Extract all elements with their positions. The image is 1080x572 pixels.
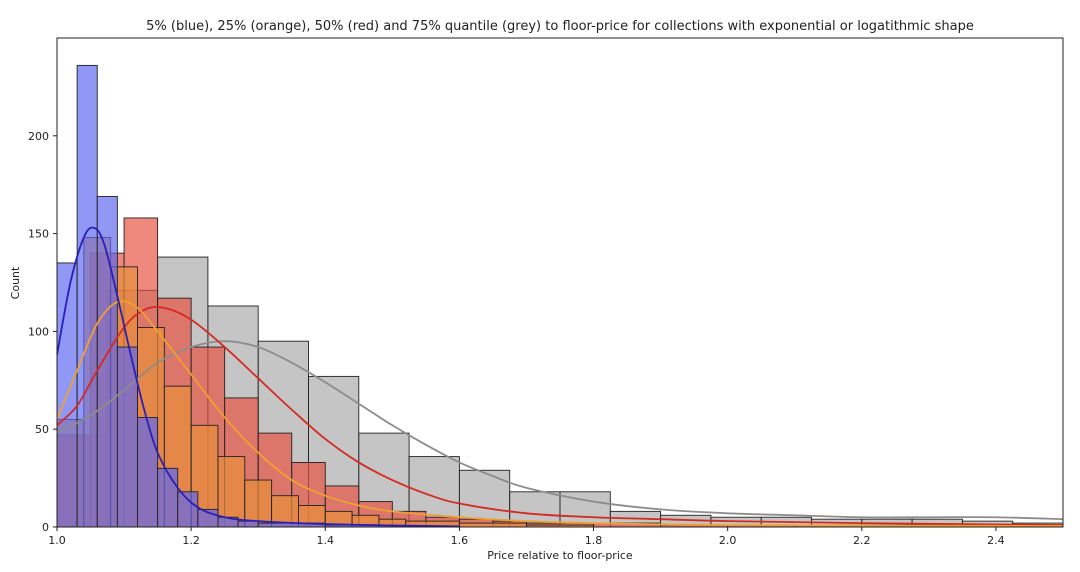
histogram-bar — [217, 456, 246, 527]
histogram-bar — [526, 524, 594, 527]
plot-frame — [56, 37, 1064, 528]
y-tick-label: 150 — [28, 228, 49, 241]
y-tick-label: 100 — [28, 325, 49, 338]
x-tick-label: 2.2 — [853, 534, 871, 547]
x-tick-label: 2.0 — [719, 534, 737, 547]
x-tick-label: 1.6 — [451, 534, 469, 547]
y-tick-label: 200 — [28, 130, 49, 143]
x-tick-label: 1.2 — [182, 534, 200, 547]
plot-area — [57, 64, 1063, 527]
histogram-bar — [458, 522, 527, 527]
y-axis-label: Count — [9, 266, 22, 299]
x-tick-label: 1.4 — [317, 534, 335, 547]
y-tick-label: 0 — [42, 521, 49, 534]
kde-line — [57, 340, 1063, 521]
histogram-bar — [157, 467, 179, 527]
x-tick-label: 1.8 — [585, 534, 603, 547]
kde-line — [57, 226, 460, 527]
histogram-bar — [96, 195, 118, 527]
x-axis-label: Price relative to floor-price — [487, 549, 633, 562]
histogram-bar — [237, 520, 259, 527]
x-tick-label: 1.0 — [48, 534, 66, 547]
kde-line — [57, 306, 1063, 526]
axes: 1.0 1.2 1.4 1.6 1.8 2.0 2.2 2.4 0 50 100 150 200 — [28, 37, 1064, 547]
y-tick-label: 50 — [35, 423, 49, 436]
histogram-bar — [137, 417, 159, 527]
chart-title: 5% (blue), 25% (orange), 50% (red) and 7… — [146, 19, 974, 34]
histogram-bar — [76, 64, 98, 527]
histogram-bar — [177, 491, 199, 527]
x-tick-label: 2.4 — [987, 534, 1005, 547]
